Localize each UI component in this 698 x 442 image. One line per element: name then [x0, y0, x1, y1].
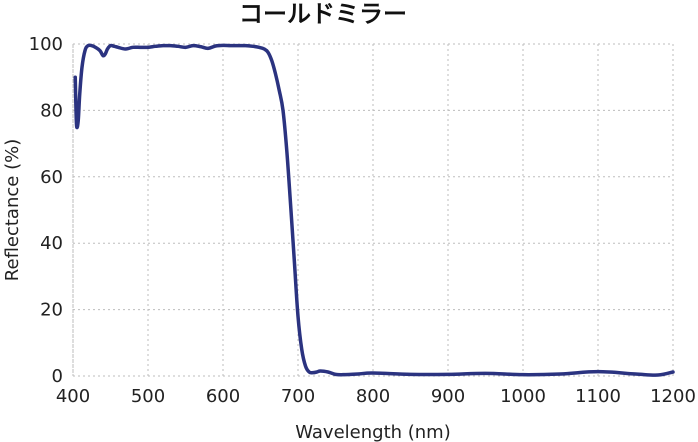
reflectance-line: [73, 43, 675, 377]
y-tick-label: 80: [40, 100, 63, 121]
x-axis-ticks: 400 500 600 700 800 900 1000 1100 1200: [56, 386, 696, 407]
x-tick-label: 600: [206, 386, 240, 407]
x-tick-label: 400: [56, 386, 90, 407]
y-axis-ticks: 0 20 40 60 80 100: [29, 34, 63, 387]
x-tick-label: 1200: [650, 386, 696, 407]
y-axis-title: Reflectance (%): [2, 139, 23, 281]
chart-title: コールドミラー: [239, 0, 407, 28]
y-tick-label: 0: [52, 366, 63, 387]
y-tick-label: 40: [40, 233, 63, 254]
x-axis-title: Wavelength (nm): [295, 422, 451, 442]
x-tick-label: 700: [281, 386, 315, 407]
y-tick-label: 60: [40, 167, 63, 188]
x-tick-label: 500: [131, 386, 165, 407]
grid: [72, 43, 674, 377]
x-tick-label: 1100: [575, 386, 621, 407]
x-tick-label: 900: [431, 386, 465, 407]
y-tick-label: 100: [29, 34, 63, 55]
x-tick-label: 800: [356, 386, 390, 407]
y-tick-label: 20: [40, 300, 63, 321]
x-tick-label: 1000: [500, 386, 546, 407]
